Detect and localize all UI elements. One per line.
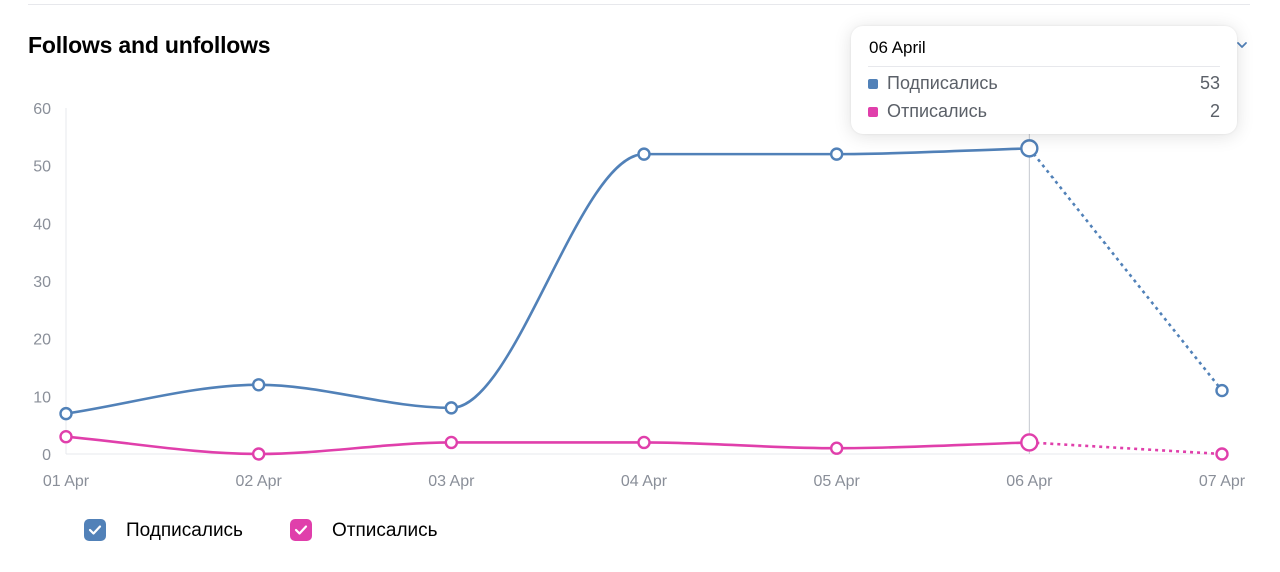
legend-label: Подписались xyxy=(126,520,243,541)
tooltip-date: 06 April xyxy=(869,38,926,57)
checkbox-checked-icon[interactable] xyxy=(290,519,312,541)
y-tick-label: 20 xyxy=(33,332,51,349)
tooltip-divider xyxy=(868,66,1220,67)
tooltip-series-value: 2 xyxy=(1209,101,1220,121)
unfollows-point xyxy=(1020,433,1039,452)
x-tick-label: 04 Apr xyxy=(621,473,668,490)
follows-swatch xyxy=(868,79,878,89)
unfollows-point xyxy=(251,447,266,461)
chart-title: Follows and unfollows xyxy=(28,32,271,58)
follows-line xyxy=(65,147,1030,415)
follows-point xyxy=(251,378,266,392)
tooltip-row-follows: Подписались 53 xyxy=(868,73,1220,95)
follows-point xyxy=(444,401,459,415)
unfollows-point xyxy=(1215,447,1229,461)
unfollows-point xyxy=(59,430,73,444)
unfollows-point xyxy=(637,435,651,450)
unfollows-point xyxy=(444,435,459,450)
follows-point xyxy=(829,147,844,161)
unfollows-point xyxy=(829,441,844,455)
x-axis: 01 Apr 02 Apr 03 Apr 04 Apr 05 Apr 06 Apr 07 A… xyxy=(43,453,1246,490)
follows-point xyxy=(1215,383,1229,398)
y-axis: 0 10 20 30 40 50 60 xyxy=(33,101,67,464)
x-tick-label: 02 Apr xyxy=(236,473,283,490)
tooltip-series-name: Отписались xyxy=(887,101,987,121)
y-tick-label: 40 xyxy=(33,216,51,233)
follows-point xyxy=(637,147,651,161)
y-tick-label: 0 xyxy=(42,447,51,464)
legend-label: Отписались xyxy=(332,520,438,541)
x-tick-label: 03 Apr xyxy=(428,473,475,490)
follows-point xyxy=(1020,139,1039,158)
tooltip-row-unfollows: Отписались 2 xyxy=(868,101,1220,123)
checkbox-checked-icon[interactable] xyxy=(84,519,106,541)
follows-forecast-line xyxy=(1028,147,1224,392)
x-tick-label: 01 Apr xyxy=(43,473,90,490)
unfollows-line xyxy=(65,435,1030,456)
unfollows-forecast-line xyxy=(1029,441,1223,456)
series xyxy=(59,139,1229,461)
x-tick-label: 06 Apr xyxy=(1006,473,1053,490)
x-tick-label: 05 Apr xyxy=(814,473,861,490)
x-tick-label: 07 Apr xyxy=(1199,473,1246,490)
y-tick-label: 30 xyxy=(33,274,51,291)
chevron-down-icon[interactable] xyxy=(1236,40,1248,50)
y-tick-label: 50 xyxy=(33,159,51,176)
tooltip-series-name: Подписались xyxy=(887,73,998,93)
top-divider xyxy=(28,4,1250,5)
y-tick-label: 60 xyxy=(33,101,51,118)
tooltip-series-value: 53 xyxy=(1199,73,1220,93)
y-tick-label: 10 xyxy=(33,389,51,406)
follows-point xyxy=(59,406,73,421)
unfollows-swatch xyxy=(868,107,878,117)
tooltip: 06 April Подписались 53 Отписались 2 xyxy=(851,26,1237,134)
